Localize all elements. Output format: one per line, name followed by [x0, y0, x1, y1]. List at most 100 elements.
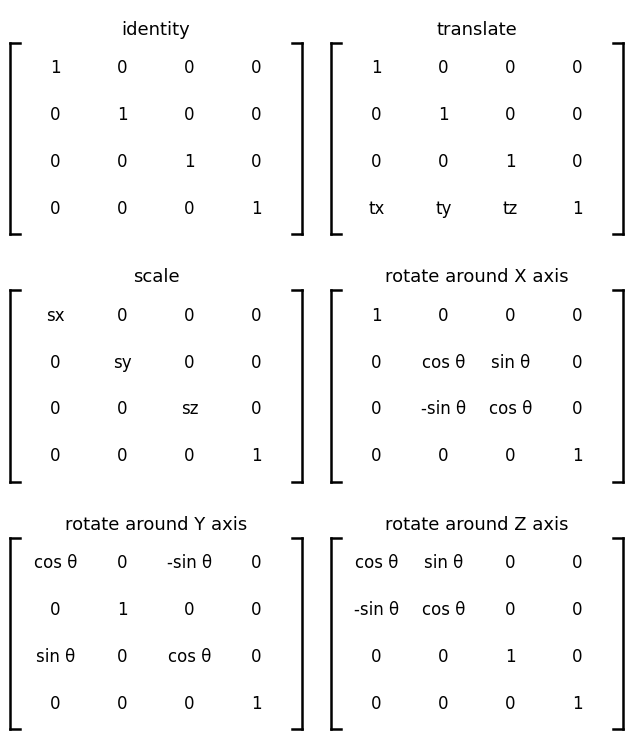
- Text: 0: 0: [572, 306, 583, 325]
- Text: 0: 0: [184, 60, 195, 77]
- Text: 0: 0: [251, 648, 262, 666]
- Text: 0: 0: [251, 107, 262, 124]
- Text: 0: 0: [251, 601, 262, 619]
- Text: 0: 0: [572, 601, 583, 619]
- Text: 0: 0: [251, 554, 262, 572]
- Text: cos θ: cos θ: [422, 354, 465, 372]
- Text: 1: 1: [438, 107, 449, 124]
- Text: rotate around Y axis: rotate around Y axis: [65, 516, 247, 534]
- Text: 0: 0: [184, 306, 195, 325]
- Text: tz: tz: [503, 200, 518, 218]
- Text: 0: 0: [505, 107, 516, 124]
- Text: 0: 0: [505, 306, 516, 325]
- Text: 0: 0: [184, 200, 195, 218]
- Text: 0: 0: [184, 448, 195, 465]
- Text: 0: 0: [251, 401, 262, 418]
- Text: 0: 0: [572, 401, 583, 418]
- Text: 0: 0: [505, 60, 516, 77]
- Text: sin θ: sin θ: [491, 354, 530, 372]
- Text: 1: 1: [371, 60, 382, 77]
- Text: 0: 0: [50, 601, 61, 619]
- Text: cos θ: cos θ: [355, 554, 398, 572]
- Text: 0: 0: [117, 153, 128, 171]
- Text: sx: sx: [46, 306, 65, 325]
- Text: cos θ: cos θ: [168, 648, 211, 666]
- Text: 1: 1: [505, 648, 516, 666]
- Text: 0: 0: [184, 107, 195, 124]
- Text: tx: tx: [368, 200, 385, 218]
- Text: 1: 1: [50, 60, 61, 77]
- Text: 0: 0: [505, 554, 516, 572]
- Text: sin θ: sin θ: [424, 554, 463, 572]
- Text: 0: 0: [117, 554, 128, 572]
- Text: 1: 1: [184, 153, 195, 171]
- Text: identity: identity: [122, 21, 191, 39]
- Text: 0: 0: [50, 448, 61, 465]
- Text: 0: 0: [50, 107, 61, 124]
- Text: -sin θ: -sin θ: [167, 554, 212, 572]
- Text: 0: 0: [438, 306, 449, 325]
- Text: 0: 0: [50, 401, 61, 418]
- Text: 0: 0: [251, 60, 262, 77]
- Text: 0: 0: [117, 306, 128, 325]
- Text: 0: 0: [371, 448, 382, 465]
- Text: 0: 0: [572, 107, 583, 124]
- Text: rotate around X axis: rotate around X axis: [385, 268, 569, 287]
- Text: 1: 1: [371, 306, 382, 325]
- Text: 0: 0: [572, 648, 583, 666]
- Text: 0: 0: [572, 60, 583, 77]
- Text: 0: 0: [50, 695, 61, 713]
- Text: 0: 0: [505, 601, 516, 619]
- Text: 1: 1: [251, 695, 262, 713]
- Text: translate: translate: [437, 21, 517, 39]
- Text: 0: 0: [184, 601, 195, 619]
- Text: 1: 1: [117, 107, 128, 124]
- Text: 0: 0: [572, 153, 583, 171]
- Text: rotate around Z axis: rotate around Z axis: [385, 516, 568, 534]
- Text: sin θ: sin θ: [36, 648, 75, 666]
- Text: 1: 1: [572, 448, 583, 465]
- Text: cos θ: cos θ: [489, 401, 532, 418]
- Text: cos θ: cos θ: [34, 554, 77, 572]
- Text: 0: 0: [438, 448, 449, 465]
- Text: 1: 1: [572, 695, 583, 713]
- Text: 0: 0: [438, 153, 449, 171]
- Text: -sin θ: -sin θ: [354, 601, 399, 619]
- Text: -sin θ: -sin θ: [421, 401, 466, 418]
- Text: 0: 0: [184, 354, 195, 372]
- Text: 0: 0: [50, 354, 61, 372]
- Text: 0: 0: [572, 554, 583, 572]
- Text: 0: 0: [117, 401, 128, 418]
- Text: 0: 0: [117, 448, 128, 465]
- Text: 0: 0: [438, 695, 449, 713]
- Text: 0: 0: [117, 200, 128, 218]
- Text: 0: 0: [251, 354, 262, 372]
- Text: 1: 1: [251, 200, 262, 218]
- Text: 0: 0: [572, 354, 583, 372]
- Text: 0: 0: [117, 60, 128, 77]
- Text: 0: 0: [117, 695, 128, 713]
- Text: 0: 0: [184, 695, 195, 713]
- Text: sz: sz: [181, 401, 198, 418]
- Text: 0: 0: [371, 695, 382, 713]
- Text: 0: 0: [371, 153, 382, 171]
- Text: 0: 0: [251, 153, 262, 171]
- Text: 0: 0: [371, 648, 382, 666]
- Text: 0: 0: [371, 401, 382, 418]
- Text: 0: 0: [438, 60, 449, 77]
- Text: 1: 1: [505, 153, 516, 171]
- Text: ty: ty: [436, 200, 452, 218]
- Text: 1: 1: [117, 601, 128, 619]
- Text: 0: 0: [371, 354, 382, 372]
- Text: 0: 0: [50, 153, 61, 171]
- Text: 0: 0: [438, 648, 449, 666]
- Text: 1: 1: [572, 200, 583, 218]
- Text: cos θ: cos θ: [422, 601, 465, 619]
- Text: 0: 0: [50, 200, 61, 218]
- Text: 1: 1: [251, 448, 262, 465]
- Text: 0: 0: [505, 695, 516, 713]
- Text: 0: 0: [117, 648, 128, 666]
- Text: 0: 0: [251, 306, 262, 325]
- Text: scale: scale: [133, 268, 179, 287]
- Text: sy: sy: [113, 354, 132, 372]
